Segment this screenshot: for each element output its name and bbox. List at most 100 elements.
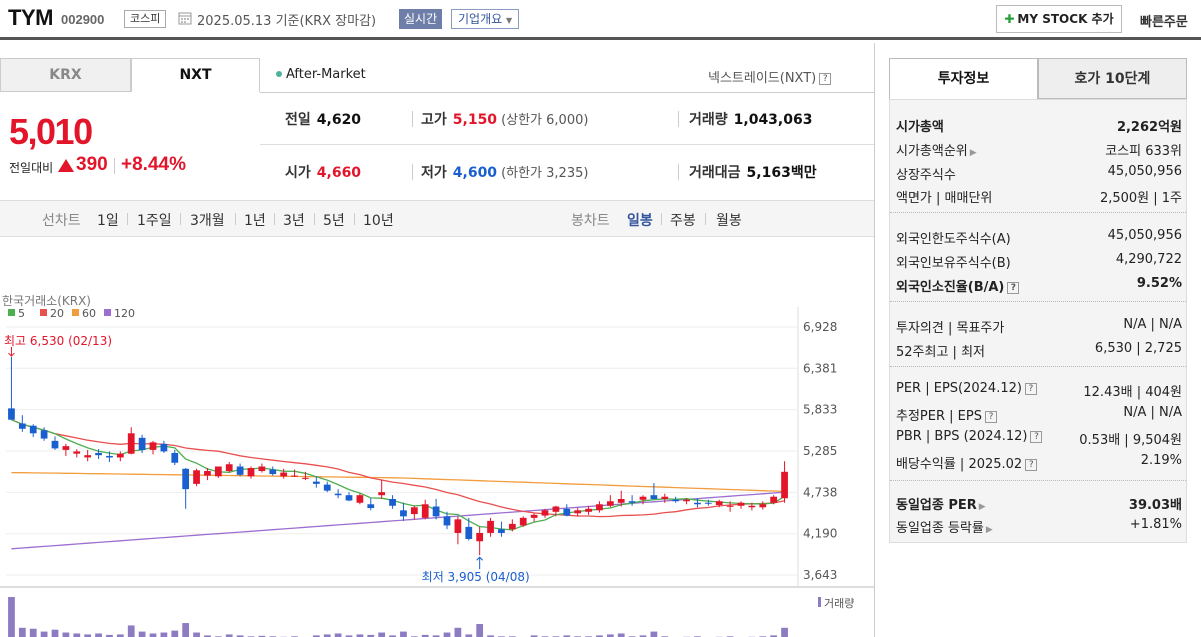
candle-weekly[interactable]: 주봉 <box>670 213 696 229</box>
tab-invest-info[interactable]: 투자정보 <box>889 58 1038 99</box>
high-annotation: 최고 6,530 (02/13) <box>4 334 112 348</box>
tab-hoga[interactable]: 호가 10단계 <box>1038 58 1187 99</box>
range-1w[interactable]: 1주일 <box>137 213 172 229</box>
help-icon[interactable]: ? <box>984 410 997 423</box>
ma120-line <box>11 491 785 550</box>
date-text: 2025.05.13 기준(KRX 장마감) <box>197 14 377 29</box>
candle-body <box>661 496 669 499</box>
candle-body <box>465 526 473 539</box>
volume-bar <box>236 635 244 637</box>
tab-nxt[interactable]: NXT <box>131 58 260 92</box>
y-tick-label: 4,190 <box>803 527 837 541</box>
help-icon[interactable]: ? <box>819 72 832 85</box>
row-foreign-hold: 외국인보유주식수(B) 4,290,722 <box>896 252 1182 271</box>
candle-body <box>280 472 288 477</box>
candle-body <box>302 477 309 479</box>
up-triangle-icon <box>58 159 74 172</box>
status-dot-icon <box>276 71 282 77</box>
volume-bar <box>138 631 146 637</box>
y-tick-label: 6,381 <box>803 361 837 375</box>
candle-body <box>116 453 124 458</box>
volume-bar <box>606 634 614 637</box>
help-icon[interactable]: ? <box>1024 382 1037 395</box>
volume-bar <box>476 624 484 637</box>
help-icon[interactable]: ? <box>1025 458 1038 471</box>
range-1y[interactable]: 1년 <box>244 213 266 229</box>
candle-body <box>138 437 146 450</box>
tab-krx[interactable]: KRX <box>0 58 131 92</box>
range-1d[interactable]: 1일 <box>97 213 119 229</box>
candle-body <box>149 442 157 450</box>
realtime-button[interactable]: 실시간 <box>399 9 443 29</box>
candle-daily[interactable]: 일봉 <box>627 213 653 229</box>
nextrade-label: 넥스트레이드(NXT)? <box>708 67 832 86</box>
candle-body <box>291 475 298 477</box>
line-chart-label: 선차트 <box>42 213 81 229</box>
ma-legend-label: 60 <box>82 307 96 320</box>
candle-body <box>617 498 625 503</box>
chart-range-bar: 선차트 1일 1주일 3개월 1년 3년 5년 10년 봉차트 일봉 주봉 월봉 <box>0 200 874 237</box>
row-pbr: PBR | BPS (2024.12)? 0.53배 | 9,504원 <box>896 429 1182 448</box>
y-tick-label: 6,928 <box>803 320 837 334</box>
candle-body <box>498 529 505 533</box>
volume-bar <box>356 634 364 637</box>
calendar-icon <box>178 12 192 25</box>
volume-bar <box>596 635 603 637</box>
volume-bar <box>400 631 407 637</box>
candle-body <box>759 504 767 508</box>
row-sector-per[interactable]: 동일업종 PER ▶ 39.03배 <box>896 498 1182 513</box>
row-market-cap: 시가총액 2,262억원 <box>896 120 1182 135</box>
ma-legend-label: 120 <box>114 307 135 320</box>
candle-body <box>694 502 701 505</box>
range-5y[interactable]: 5년 <box>323 213 345 229</box>
range-10y[interactable]: 10년 <box>363 213 394 229</box>
low-annotation: 최저 3,905 (04/08) <box>422 570 530 584</box>
corp-info-dropdown[interactable]: 기업개요 ▼ <box>451 9 520 29</box>
row-cap-rank[interactable]: 시가총액순위 ▶ 코스피 633위 <box>896 144 1182 159</box>
candle-body <box>18 423 26 429</box>
plus-icon: ✚ <box>1004 12 1015 26</box>
info-panel: 투자정보 호가 10단계 시가총액 2,262억원 시가총액순위 ▶ 코스피 633위… <box>874 43 1201 637</box>
ma-legend-label: 5 <box>18 307 25 320</box>
candle-body <box>258 466 266 472</box>
volume-bar <box>770 635 778 637</box>
candle-body <box>29 425 37 434</box>
volume-bar <box>389 635 396 637</box>
range-3m[interactable]: 3개월 <box>190 213 225 229</box>
help-icon[interactable]: ? <box>1007 281 1020 294</box>
candle-body <box>552 506 560 512</box>
ma-legend-swatch <box>104 309 111 316</box>
candle-body <box>236 466 244 475</box>
volume-bar <box>182 623 190 637</box>
candle-body <box>432 506 440 517</box>
help-icon[interactable]: ? <box>1030 430 1043 443</box>
candle-body <box>737 502 745 506</box>
volume-bar <box>781 627 788 637</box>
quick-order-link[interactable]: 빠른주문 <box>1140 15 1188 30</box>
candle-body <box>715 501 723 506</box>
candle-body <box>410 507 418 515</box>
price-chart[interactable]: 6,928 6,381 5,833 5,285 4,738 4,190 3,643 한국거래소… <box>0 237 874 637</box>
volume-bar <box>454 627 462 637</box>
candle-body <box>585 508 592 512</box>
volume-bar <box>225 634 233 637</box>
candle-body <box>541 510 549 516</box>
range-3y[interactable]: 3년 <box>283 213 305 229</box>
row-opinion: 투자의견 | 목표주가 N/A | N/A <box>896 317 1182 336</box>
invest-info-box: 시가총액 2,262억원 시가총액순위 ▶ 코스피 633위 상장주식수 45,050,… <box>889 99 1187 543</box>
ma-legend-swatch <box>8 309 15 316</box>
candle-body <box>519 517 527 526</box>
volume-legend-swatch <box>818 597 821 607</box>
high-arrow-icon <box>8 347 15 357</box>
add-mystock-button[interactable]: ✚ MY STOCK 추가 <box>996 5 1122 33</box>
volume-bar <box>95 633 102 637</box>
row-sector-rate[interactable]: 동일업종 등락률 ▶ +1.81% <box>896 517 1182 536</box>
row-foreign-limit: 외국인한도주식수(A) 45,050,956 <box>896 228 1182 247</box>
stat-open: 시가 4,660 <box>285 165 362 181</box>
candle-body <box>704 502 712 504</box>
volume-bar <box>193 632 200 637</box>
chevron-right-icon: ▶ <box>985 525 993 535</box>
chevron-right-icon: ▶ <box>969 148 977 158</box>
candle-monthly[interactable]: 월봉 <box>716 213 742 229</box>
stat-low: 저가 4,600 (하한가 3,235) <box>421 165 589 181</box>
